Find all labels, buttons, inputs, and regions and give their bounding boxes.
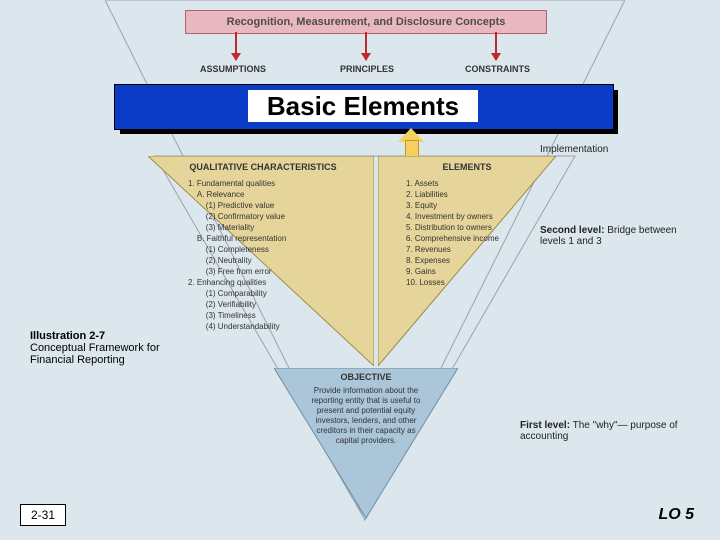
concepts-header: Recognition, Measurement, and Disclosure…: [185, 10, 547, 34]
label-assumptions: ASSUMPTIONS: [200, 64, 266, 74]
label-principles: PRINCIPLES: [340, 64, 394, 74]
objective-text: Provide information about the reporting …: [310, 386, 422, 446]
caption-line1: Conceptual Framework for: [30, 342, 210, 354]
arrow-to-constraints: [495, 32, 497, 60]
level2-bold: Second level:: [540, 225, 604, 236]
illustration-caption: Illustration 2-7 Conceptual Framework fo…: [30, 330, 210, 366]
elements-list: 1. Assets2. Liabilities3. Equity4. Inves…: [406, 178, 546, 288]
panel-objective: OBJECTIVE Provide information about the …: [274, 368, 458, 518]
qualitative-list: 1. Fundamental qualities A. Relevance (1…: [188, 178, 368, 332]
panel-elements: ELEMENTS 1. Assets2. Liabilities3. Equit…: [378, 156, 556, 366]
level1-label: First level: The "why"— purpose of accou…: [520, 420, 700, 442]
learning-objective: LO 5: [658, 506, 694, 524]
banner-text: Basic Elements: [114, 84, 612, 128]
slide: Recognition, Measurement, and Disclosure…: [0, 0, 720, 540]
caption-line2: Financial Reporting: [30, 354, 210, 366]
objective-title: OBJECTIVE: [334, 372, 398, 382]
level1-bold: First level:: [520, 420, 570, 431]
caption-title: Illustration 2-7: [30, 330, 210, 342]
qualitative-title: QUALITATIVE CHARACTERISTICS: [188, 162, 338, 172]
level2-label: Second level: Bridge between levels 1 an…: [540, 225, 700, 247]
level3-label: Implementation: [540, 144, 608, 155]
arrow-to-principles: [365, 32, 367, 60]
arrow-to-assumptions: [235, 32, 237, 60]
page-number: 2-31: [20, 504, 66, 526]
label-constraints: CONSTRAINTS: [465, 64, 530, 74]
elements-title: ELEMENTS: [422, 162, 512, 172]
